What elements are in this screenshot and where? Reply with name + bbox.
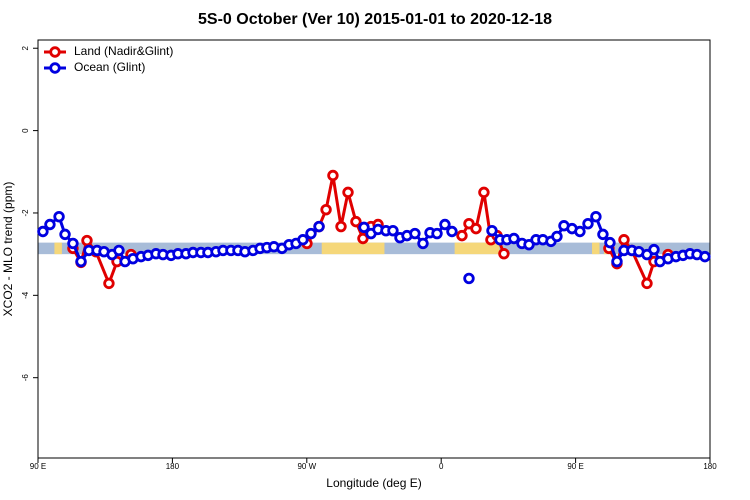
- data-point: [641, 277, 653, 290]
- x-tick-label: 0: [439, 462, 444, 471]
- data-point: [551, 230, 563, 243]
- legend-label: Ocean (Glint): [74, 60, 145, 74]
- data-point: [357, 232, 369, 245]
- x-axis-label: Longitude (deg E): [326, 476, 421, 490]
- y-tick-label: -4: [21, 291, 30, 299]
- plot-frame: [37, 39, 711, 459]
- data-point: [358, 221, 370, 234]
- legend-label: Land (Nadir&Glint): [74, 44, 173, 58]
- data-point: [470, 222, 482, 235]
- data-point: [508, 232, 520, 245]
- x-tick-label: 90 E: [30, 462, 46, 471]
- data-point: [590, 210, 602, 223]
- y-tick-label: 0: [21, 128, 30, 133]
- data-point: [478, 186, 490, 199]
- data-point: [699, 250, 711, 263]
- x-tick-label: 90 W: [297, 462, 316, 471]
- x-tick-label: 180: [166, 462, 180, 471]
- data-point: [342, 186, 354, 199]
- x-tick-label: 180: [703, 462, 717, 471]
- data-point: [387, 224, 399, 237]
- y-tick-label: -2: [21, 209, 30, 217]
- data-point: [81, 234, 93, 247]
- x-tick-label: 90 E: [567, 462, 583, 471]
- y-axis-label: XCO2 - MLO trend (ppm): [1, 182, 15, 317]
- data-point: [604, 236, 616, 249]
- legend-marker: [49, 62, 61, 74]
- data-point: [618, 234, 630, 246]
- data-point: [44, 218, 56, 231]
- data-point: [59, 228, 71, 241]
- legend-marker: [49, 46, 61, 58]
- data-point: [439, 218, 451, 231]
- data-point: [67, 237, 79, 250]
- data-point: [53, 210, 65, 223]
- data-point: [417, 237, 429, 250]
- data-point: [320, 203, 332, 216]
- data-point: [297, 234, 309, 246]
- land-span: [54, 242, 62, 255]
- data-point: [498, 248, 510, 260]
- data-point: [431, 227, 443, 240]
- data-point: [597, 228, 609, 241]
- data-point: [463, 272, 475, 285]
- data-point: [305, 227, 317, 240]
- data-point: [574, 225, 586, 238]
- data-point: [486, 224, 498, 237]
- data-point: [446, 225, 458, 238]
- data-point: [335, 220, 347, 233]
- data-point: [75, 255, 87, 268]
- data-point: [350, 215, 362, 228]
- y-tick-label: -6: [21, 374, 30, 382]
- land-span: [454, 242, 500, 255]
- data-point: [611, 255, 623, 268]
- land-span: [321, 242, 385, 255]
- data-point: [327, 169, 339, 182]
- data-point: [37, 225, 49, 238]
- y-tick-label: 2: [21, 45, 30, 50]
- data-point: [582, 217, 594, 230]
- data-point: [103, 277, 115, 290]
- data-point: [313, 220, 325, 233]
- data-point: [456, 229, 468, 242]
- chart-title: 5S-0 October (Ver 10) 2015-01-01 to 2020…: [198, 11, 552, 28]
- data-point: [409, 227, 421, 240]
- data-point: [113, 244, 125, 257]
- land-span: [592, 242, 600, 255]
- data-point: [648, 243, 660, 256]
